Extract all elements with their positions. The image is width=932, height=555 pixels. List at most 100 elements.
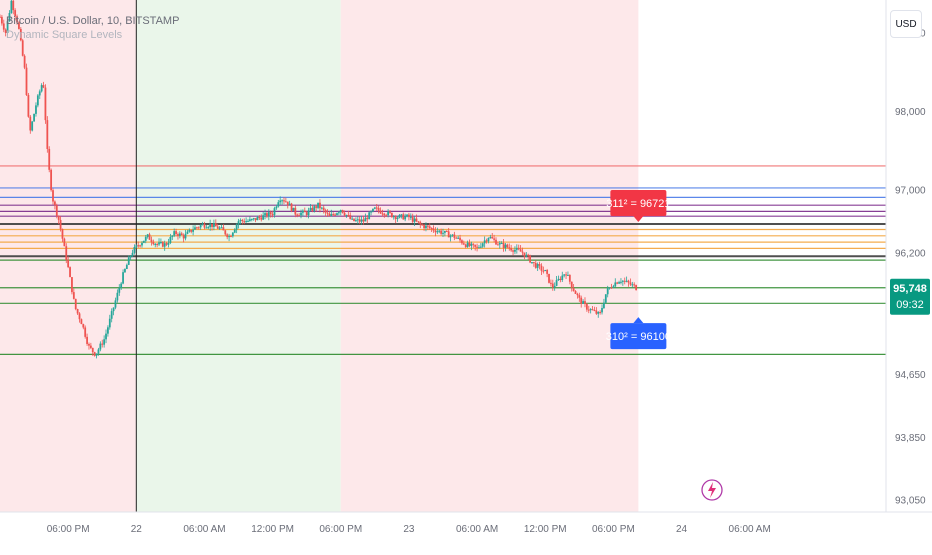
lightning-icon[interactable] [701, 479, 723, 501]
candle-body [464, 244, 467, 248]
y-tick-label: 93,050 [895, 496, 926, 507]
indicator-name[interactable]: Dynamic Square Levels [6, 29, 123, 41]
candle-body [413, 218, 416, 222]
candle-body [542, 270, 545, 272]
candle-body [620, 281, 622, 283]
candle-body [194, 227, 196, 230]
last-price-badge [890, 278, 930, 315]
time-axis[interactable]: 06:00 PM 22 06:00 AM 12:00 PM 06:00 PM 23 06:0… [0, 511, 932, 550]
candle-body [252, 218, 255, 220]
candle-body [99, 343, 102, 350]
candle-body [103, 339, 106, 345]
candle-body [358, 219, 361, 222]
candle-body [328, 213, 331, 216]
candle-body [116, 292, 119, 301]
candle-body [525, 254, 528, 257]
x-tick-label: 24 [676, 524, 688, 535]
candle-body [349, 215, 352, 219]
candle-body [436, 231, 439, 233]
candle-body [112, 307, 115, 312]
candle-body [67, 260, 70, 268]
candles [0, 0, 638, 359]
symbol-title[interactable]: Bitcoin / U.S. Dollar, 10, BITSTAMP [6, 15, 180, 27]
candle-body [158, 242, 160, 245]
candle-body [163, 243, 166, 247]
candle-body [532, 262, 535, 264]
level-label-blue[interactable]: 310² = 96100 [606, 317, 671, 350]
candle-body [271, 214, 274, 216]
candle-body [29, 116, 32, 131]
candle-body [461, 240, 463, 244]
candle-body [570, 281, 573, 289]
candle-body [31, 121, 34, 131]
candle-body [322, 207, 325, 210]
candle-body [514, 249, 516, 252]
candle-body [169, 236, 172, 243]
candle-body [248, 219, 251, 221]
candle-body [457, 237, 460, 239]
candle-body [629, 282, 632, 285]
candle-body [203, 223, 206, 228]
last-price-label: 95,748 [893, 283, 927, 295]
candle-body [595, 310, 598, 314]
candle-body [165, 243, 168, 245]
y-tick-label: 96,200 [895, 248, 926, 259]
candle-body [266, 213, 268, 217]
candle-body [114, 300, 117, 308]
level-label-pointer [633, 317, 644, 324]
candle-body [603, 302, 605, 308]
candle-body [69, 267, 71, 278]
candle-body [180, 233, 183, 236]
candle-body [580, 297, 583, 304]
x-tick-label: 06:00 PM [319, 524, 362, 535]
candle-countdown: 09:32 [896, 299, 924, 311]
candle-body [0, 16, 1, 18]
candle-body [78, 313, 81, 320]
candle-body [35, 105, 37, 114]
candle-body [343, 212, 346, 216]
candle-body [599, 311, 602, 313]
candle-body [118, 287, 121, 293]
candle-body [275, 206, 278, 209]
candle-body [495, 239, 497, 245]
candle-body [197, 227, 200, 229]
y-tick-label: 93,850 [895, 433, 926, 444]
candle-body [127, 257, 130, 265]
candle-body [392, 216, 395, 218]
candle-body [364, 217, 367, 222]
candle-body [284, 201, 287, 203]
candle-body [300, 212, 302, 216]
candle-body [551, 283, 554, 288]
candle-body [222, 227, 225, 231]
candle-body [269, 212, 272, 215]
candle-body [133, 247, 136, 253]
candle-body [171, 235, 174, 237]
candle-body [44, 87, 47, 121]
candle-body [373, 207, 376, 209]
price-axis[interactable]: 99,00098,00097,00096,20094,65093,85093,0… [885, 0, 932, 550]
candle-body [91, 347, 94, 353]
candle-body [256, 217, 259, 221]
candle-body [466, 242, 469, 248]
candle-body [379, 210, 382, 214]
level-label-red[interactable]: 311² = 96721 [606, 190, 671, 223]
candle-body [597, 311, 600, 314]
candle-body [396, 217, 399, 220]
candle-body [356, 219, 359, 221]
candle-body [445, 230, 448, 232]
candle-body [71, 277, 73, 293]
currency-button[interactable]: USD [890, 10, 922, 38]
candle-body [317, 202, 319, 208]
candle-body [146, 234, 149, 237]
candle-body [614, 282, 617, 287]
price-axis-bg [886, 0, 932, 550]
candle-body [589, 309, 592, 311]
candle-body [534, 262, 537, 268]
candle-body [409, 216, 412, 218]
candle-body [383, 213, 386, 216]
candle-body [574, 290, 577, 294]
candle-body [178, 233, 181, 237]
candle-body [478, 247, 480, 249]
